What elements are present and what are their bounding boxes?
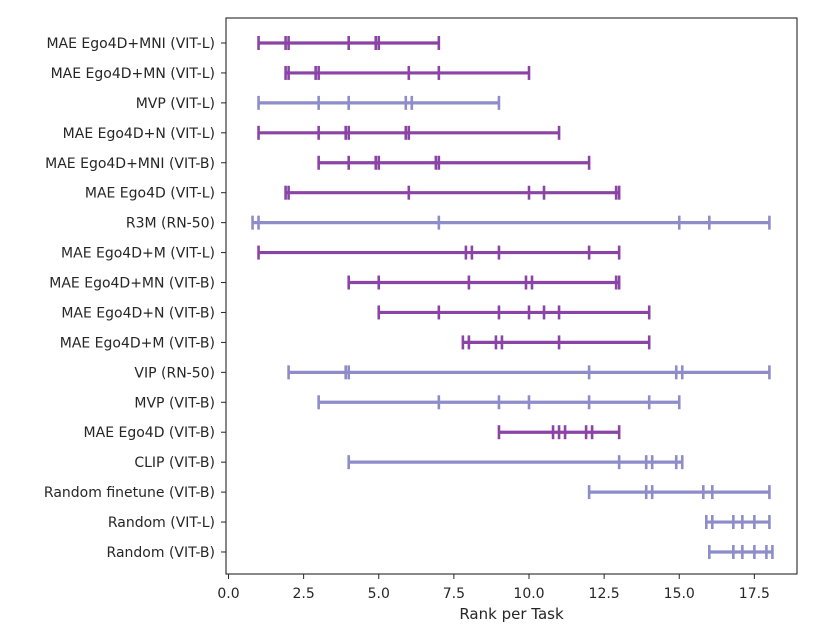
row-label: MAE Ego4D+M (VIT-B)	[60, 335, 215, 351]
row-label: R3M (RN-50)	[126, 216, 215, 232]
row-label: MVP (VIT-L)	[136, 96, 215, 112]
x-tick-label: 10.0	[513, 586, 544, 602]
row-3: MAE Ego4D+N (VIT-L)	[63, 125, 561, 142]
row-17: Random (VIT-B)	[107, 544, 774, 561]
x-tick-label: 15.0	[664, 586, 695, 602]
row-label: Random (VIT-L)	[108, 515, 215, 531]
row-label: MAE Ego4D+MNI (VIT-L)	[46, 36, 215, 52]
x-tick-label: 17.5	[739, 586, 770, 602]
row-2: MVP (VIT-L)	[136, 95, 501, 112]
row-9: MAE Ego4D+N (VIT-B)	[61, 305, 651, 321]
row-label: Random finetune (VIT-B)	[44, 485, 215, 501]
row-4: MAE Ego4D+MNI (VIT-B)	[45, 155, 591, 172]
row-label: MVP (VIT-B)	[134, 395, 215, 411]
x-tick-label: 5.0	[368, 586, 390, 602]
x-tick-label: 7.5	[443, 586, 465, 602]
row-8: MAE Ego4D+MN (VIT-B)	[49, 275, 621, 292]
row-label: MAE Ego4D+M (VIT-L)	[61, 246, 215, 262]
plot-frame	[225, 17, 798, 575]
row-5: MAE Ego4D (VIT-L)	[85, 185, 621, 202]
row-label: MAE Ego4D (VIT-L)	[85, 186, 215, 202]
row-16: Random (VIT-L)	[108, 515, 771, 531]
row-12: MVP (VIT-B)	[134, 395, 681, 411]
row-14: CLIP (VIT-B)	[134, 455, 684, 471]
row-0: MAE Ego4D+MNI (VIT-L)	[46, 36, 441, 52]
row-label: MAE Ego4D (VIT-B)	[84, 425, 215, 441]
x-tick-label: 12.5	[589, 586, 620, 602]
row-10: MAE Ego4D+M (VIT-B)	[60, 335, 651, 351]
row-15: Random finetune (VIT-B)	[44, 485, 771, 501]
row-label: MAE Ego4D+MNI (VIT-B)	[45, 156, 215, 172]
x-tick-label: 2.5	[292, 586, 314, 602]
row-7: MAE Ego4D+M (VIT-L)	[61, 246, 621, 262]
row-label: MAE Ego4D+MN (VIT-L)	[51, 66, 215, 82]
rows-layer: MAE Ego4D+MNI (VIT-L) MAE Ego4D+MN (VIT-L…	[44, 36, 774, 561]
row-label: VIP (RN-50)	[134, 365, 215, 381]
row-11: VIP (RN-50)	[134, 365, 771, 381]
row-label: MAE Ego4D+N (VIT-B)	[61, 305, 215, 321]
x-axis-label: Rank per Task	[459, 605, 564, 623]
row-6: R3M (RN-50)	[126, 215, 771, 232]
row-label: CLIP (VIT-B)	[134, 455, 215, 471]
row-1: MAE Ego4D+MN (VIT-L)	[51, 65, 531, 82]
x-axis-ticks: 0.0 2.5 5.0 7.5 10.0 12.5 15.0 17.5	[217, 574, 770, 602]
row-label: MAE Ego4D+N (VIT-L)	[63, 126, 215, 142]
row-13: MAE Ego4D (VIT-B)	[84, 425, 621, 441]
row-label: MAE Ego4D+MN (VIT-B)	[49, 276, 215, 292]
row-label: Random (VIT-B)	[107, 545, 215, 561]
x-tick-label: 0.0	[217, 586, 239, 602]
